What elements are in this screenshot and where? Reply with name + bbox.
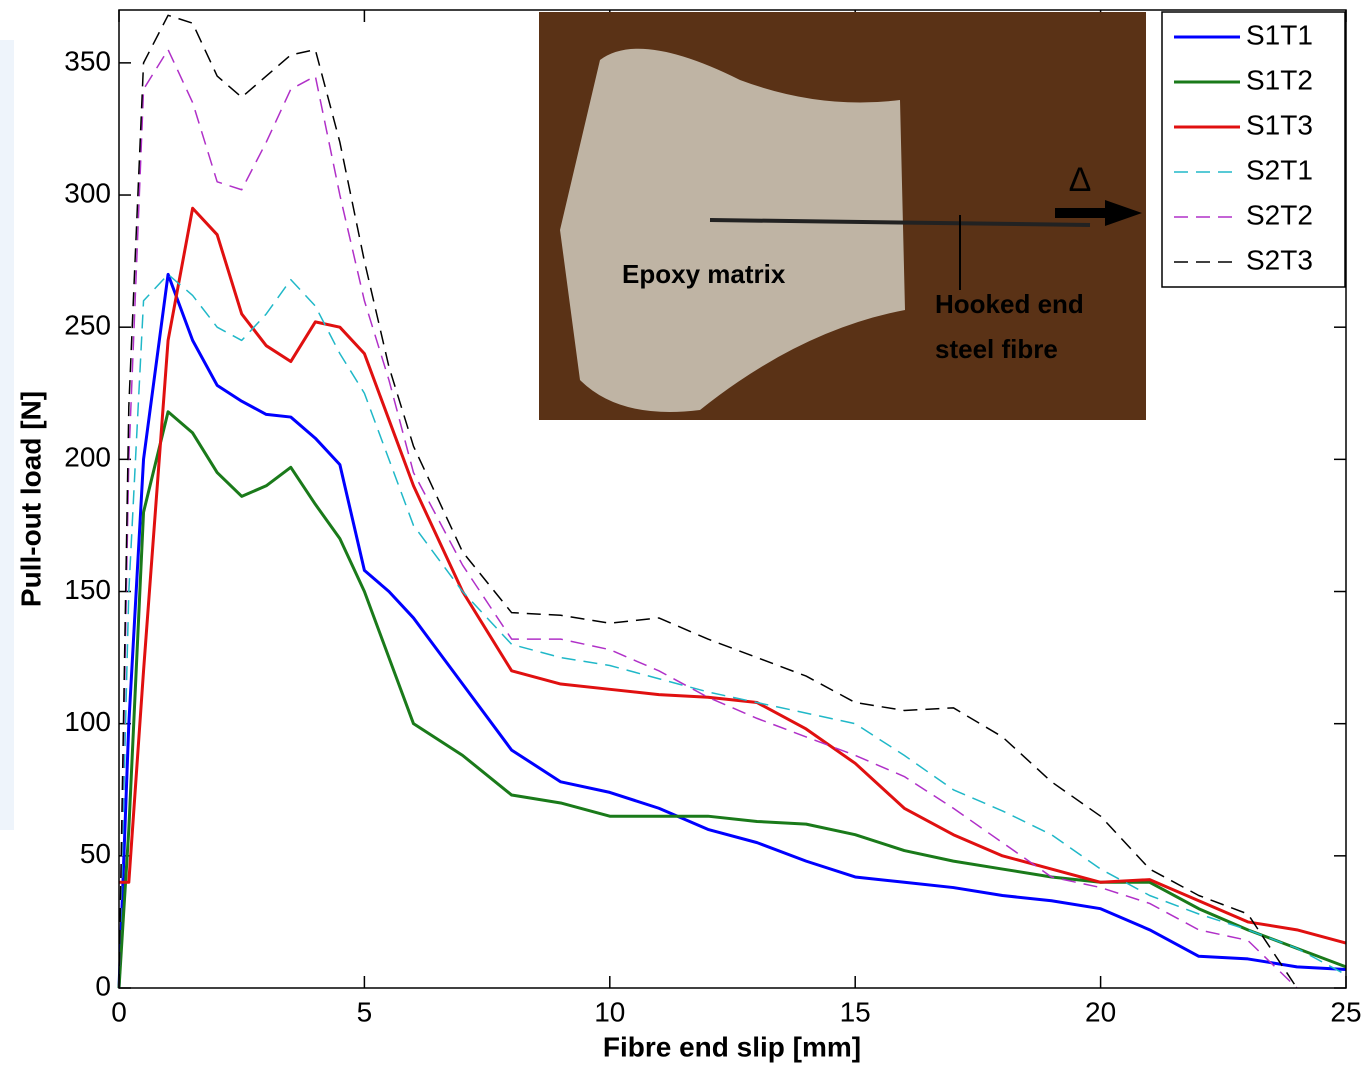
x-tick-label: 25 [1330, 996, 1361, 1027]
y-tick-label: 350 [64, 45, 111, 76]
x-tick-label: 5 [357, 996, 373, 1027]
x-tick-label: 15 [840, 996, 871, 1027]
inset-label: Hooked end [935, 289, 1084, 319]
legend-label: S1T1 [1246, 19, 1313, 50]
x-tick-label: 20 [1085, 996, 1116, 1027]
inset-label: Δ [1069, 161, 1092, 199]
legend-label: S1T2 [1246, 64, 1313, 95]
chart: 0 50 100 150 200 250 300 350 0 5 10 15 20 25 Epoxy ma… [0, 0, 1369, 1067]
legend-label: S2T3 [1246, 244, 1313, 275]
y-tick-label: 150 [64, 574, 111, 605]
x-tick-label: 10 [594, 996, 625, 1027]
x-axis-label: Fibre end slip [mm] [603, 1031, 861, 1062]
inset-photo: Epoxy matrix Hooked end steel fibre Δ [539, 12, 1146, 420]
y-tick-label: 300 [64, 177, 111, 208]
y-tick-label: 0 [95, 970, 111, 1001]
y-tick-label: 200 [64, 442, 111, 473]
page: {"chart_data": {"type": "line", "xlabel"… [0, 0, 1369, 1067]
y-tick-label: 50 [80, 838, 111, 869]
edge-shade [0, 40, 14, 830]
legend-label: S1T3 [1246, 109, 1313, 140]
legend-label: S2T2 [1246, 199, 1313, 230]
y-tick-label: 250 [64, 310, 111, 341]
legend-label: S2T1 [1246, 154, 1313, 185]
legend: S1T1 S1T2 S1T3 S2T1 S2T2 S2T3 [1162, 12, 1345, 287]
y-axis-label: Pull-out load [N] [15, 391, 46, 607]
y-tick-label: 100 [64, 706, 111, 737]
inset-label: Epoxy matrix [622, 259, 786, 289]
inset-label: steel fibre [935, 334, 1058, 364]
x-tick-label: 0 [111, 996, 127, 1027]
